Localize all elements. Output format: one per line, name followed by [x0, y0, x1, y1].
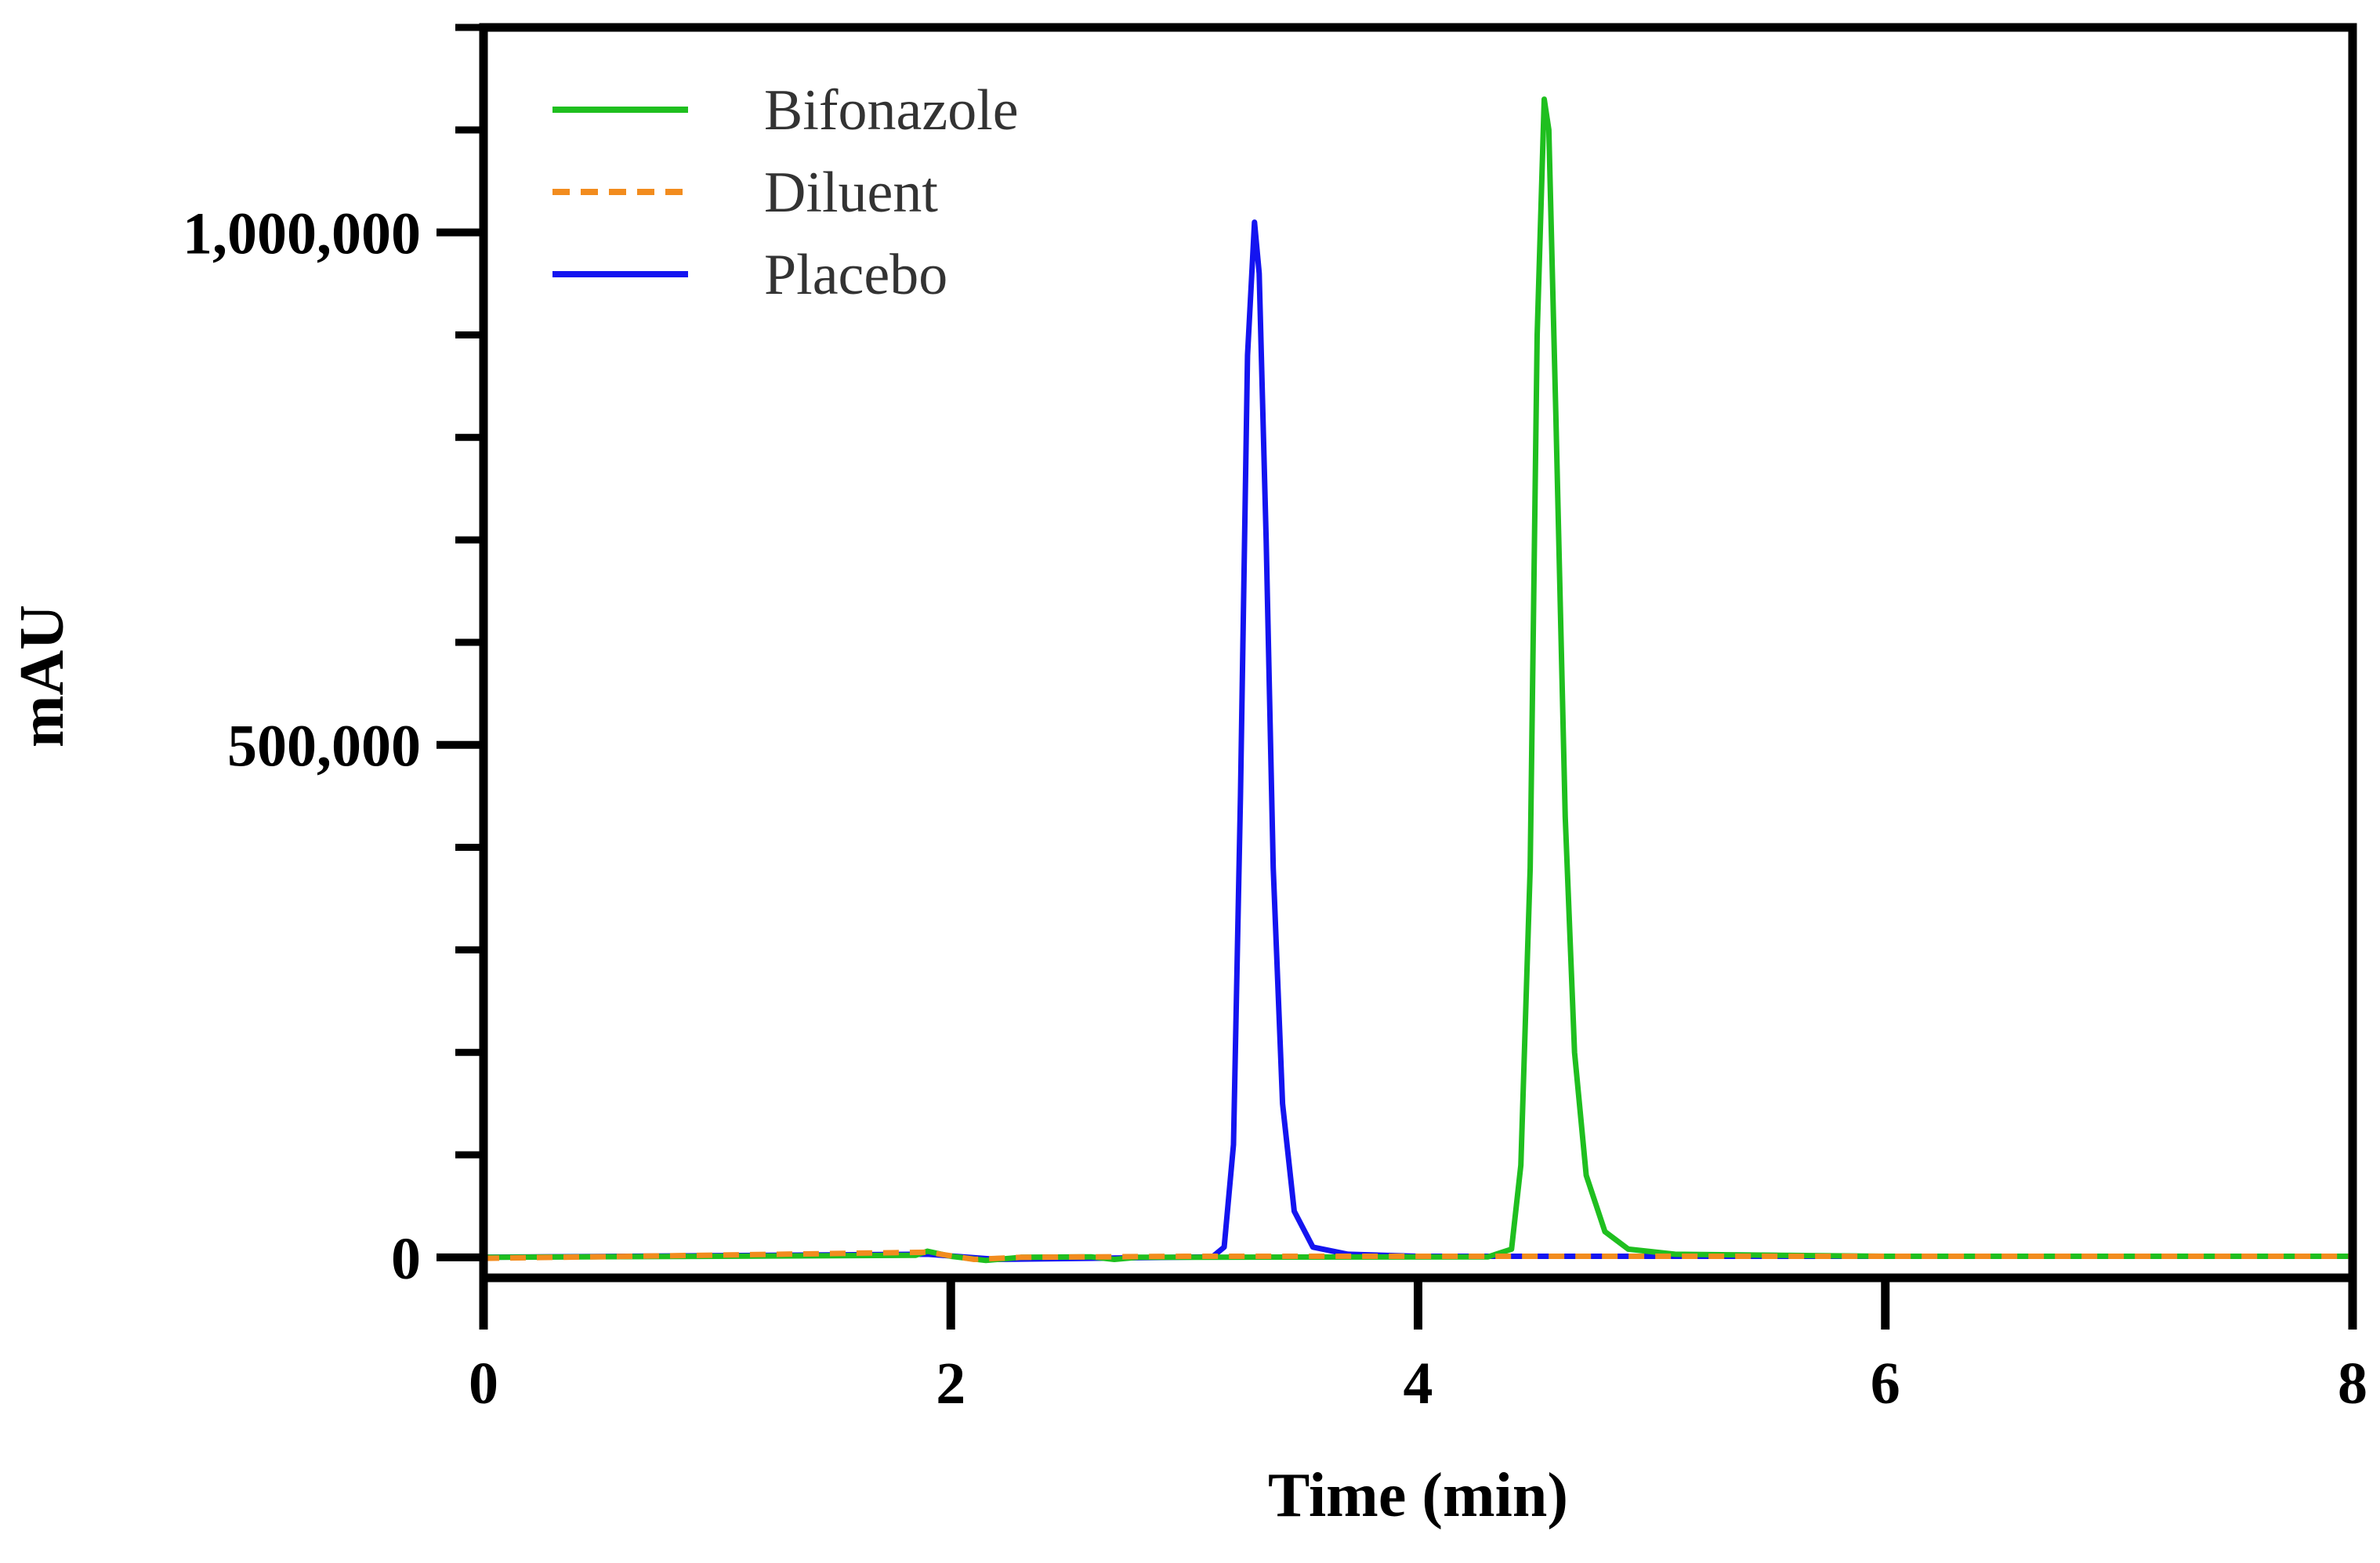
axes-layer: 0 500,000 1,000,000 0 2 4 6 8 — [183, 23, 2367, 1416]
x-tick-label: 6 — [1871, 1351, 1900, 1416]
x-tick-label: 0 — [469, 1351, 498, 1416]
legend-label: Diluent — [764, 161, 938, 225]
y-tick-label: 500,000 — [227, 714, 421, 780]
legend-item-diluent: Diluent — [552, 161, 938, 225]
legend-item-placebo: Placebo — [552, 243, 947, 307]
y-tick-label: 1,000,000 — [183, 201, 421, 267]
series-layer — [480, 96, 2356, 1264]
legend-item-bifonazole: Bifonazole — [552, 78, 1019, 143]
legend-label: Bifonazole — [764, 78, 1019, 143]
series-line-diluent — [483, 1249, 2353, 1262]
legend: Bifonazole Diluent Placebo — [552, 78, 1019, 307]
y-axis-title: mAU — [8, 605, 77, 747]
x-tick-label: 8 — [2338, 1351, 2367, 1416]
legend-label: Placebo — [764, 243, 947, 307]
series-line-bifonazole — [480, 96, 2356, 1264]
x-tick-label: 4 — [1404, 1351, 1433, 1416]
x-axis-title: Time (min) — [1268, 1461, 1568, 1530]
y-tick-label: 0 — [391, 1226, 421, 1292]
x-tick-label: 2 — [936, 1351, 965, 1416]
